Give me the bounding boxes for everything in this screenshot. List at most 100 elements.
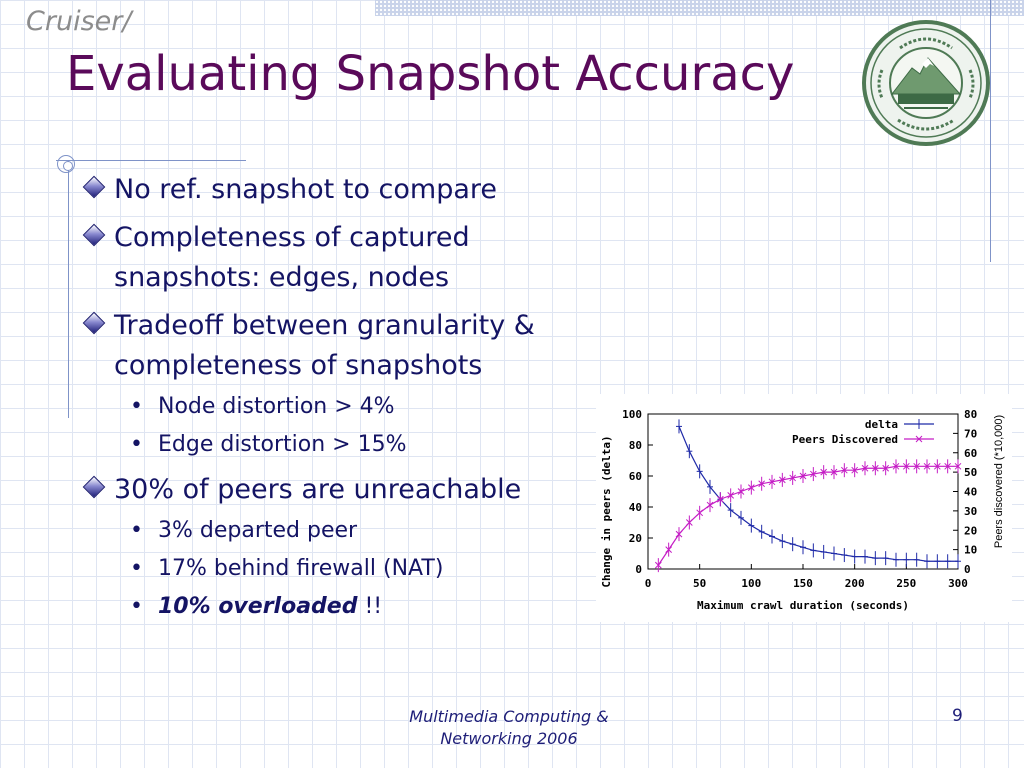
slide-title: Evaluating Snapshot Accuracy [66,46,795,102]
sub-bullet-item: • Node distortion > 4% [82,392,602,422]
diamond-bullet-icon [82,223,106,247]
sub-bullet-item: • 17% behind firewall (NAT) [82,554,602,584]
peers-point-x [820,468,828,476]
peers-point-x [851,466,859,474]
decorative-left-rule [68,160,69,418]
y2-tick-label: 70 [964,427,977,440]
dot-bullet-icon: • [130,432,143,457]
y2-tick-label: 20 [964,524,977,537]
y-tick-label: 80 [629,439,642,452]
university-seal-logo [862,20,990,146]
dot-bullet-icon: • [130,394,143,419]
legend-marker [915,435,923,443]
y2-axis-label: Peers discovered (*10,000) [993,415,1005,548]
chart-background [596,394,1012,622]
y-tick-label: 20 [629,532,642,545]
bullet-text: 30% of peers are unreachable [114,474,522,505]
y2-tick-label: 60 [964,447,977,460]
x-axis-label: Maximum crawl duration (seconds) [697,599,909,612]
sub-bullet-emphasis: 10% overloaded [158,594,358,619]
bullet-item: Tradeoff between granularity & completen… [82,306,602,386]
dot-bullet-icon: • [130,594,143,619]
sub-bullet-text: 17% behind firewall (NAT) [158,556,444,581]
bullet-item: No ref. snapshot to compare [82,170,602,210]
y-tick-label: 0 [635,563,642,576]
sub-bullet-item: • Edge distortion > 15% [82,430,602,460]
peers-point-x [778,476,786,484]
y-tick-label: 100 [622,408,642,421]
page-number: 9 [952,706,963,726]
peers-point-x [706,501,714,509]
sub-bullet-text: 3% departed peer [158,518,358,543]
peers-point-x [902,462,910,470]
y2-tick-label: 80 [964,408,977,421]
peers-point-x [654,561,662,569]
peers-point-x [789,474,797,482]
dot-bullet-icon: • [130,556,143,581]
peers-point-x [737,488,745,495]
peers-point-x [913,462,921,470]
peers-point-x [665,546,673,553]
peers-point-x [892,462,900,470]
bullet-text: Tradeoff between granularity & completen… [114,310,535,381]
x-tick-label: 0 [645,577,652,590]
y2-tick-label: 50 [964,466,977,479]
peers-point-x [727,492,735,499]
y2-tick-label: 40 [964,486,977,499]
bullet-item: 30% of peers are unreachable [82,470,602,510]
x-tick-label: 50 [693,577,706,590]
diamond-bullet-icon [82,175,106,199]
peers-point-x [747,484,755,491]
peers-point-x [933,462,941,470]
footer-line: Networking 2006 [440,729,578,748]
decorative-ring-inner-icon [63,161,73,171]
peers-point-x [830,468,838,476]
peers-point-x [861,464,869,472]
peers-point-x [685,519,693,526]
sub-bullet-item: • 3% departed peer [82,516,602,546]
peers-point-x [716,495,724,503]
x-tick-label: 100 [741,577,761,590]
peers-point-x [799,472,807,480]
decorative-ring-icon [57,155,75,173]
decorative-vertical-rule [990,0,991,262]
peers-point-x [809,470,817,478]
series-line-0 [678,426,958,562]
bullet-text: No ref. snapshot to compare [114,174,498,205]
bullet-text: Completeness of captured snapshots: edge… [114,222,470,293]
peers-point-x [944,462,952,470]
sub-bullet-text: Edge distortion > 15% [158,432,407,457]
y2-tick-label: 30 [964,505,977,518]
peers-point-x [840,466,848,474]
crawl-duration-chart: 0 20 40 60 80 100 0 10 20 30 40 50 60 70 80 0 50 100 150 20… [596,394,1012,622]
peers-point-x [871,464,879,472]
section-label: Cruiser/ [26,6,132,37]
x-tick-label: 200 [845,577,865,590]
bullet-list: No ref. snapshot to compare Completeness… [82,170,602,632]
peers-point-x [675,530,683,538]
decorative-horizontal-rule [56,160,246,161]
peers-point-x [768,478,776,486]
peers-point-x [696,509,704,517]
diamond-bullet-icon [82,311,106,335]
bullet-item: Completeness of captured snapshots: edge… [82,218,602,298]
footer-text: Multimedia Computing & Networking 2006 [384,706,634,750]
footer-line: Multimedia Computing & [409,707,609,726]
x-tick-label: 150 [793,577,813,590]
y-tick-label: 40 [629,501,642,514]
y2-tick-label: 10 [964,544,977,557]
y-axis-label: Change in peers (delta) [600,435,613,587]
sub-bullet-text: !! [357,594,383,619]
sub-bullet-item: • 10% overloaded !! [82,592,602,622]
header-decoration-band [375,0,1024,16]
peers-point-x [758,480,766,488]
legend-label: Peers Discovered [792,433,898,446]
diamond-bullet-icon [82,475,106,499]
peers-point-x [882,464,890,472]
x-tick-label: 300 [948,577,968,590]
peers-point-x [923,462,931,470]
y2-tick-label: 0 [964,563,971,576]
x-tick-label: 250 [896,577,916,590]
y-tick-label: 60 [629,470,642,483]
legend-label: delta [865,418,898,431]
